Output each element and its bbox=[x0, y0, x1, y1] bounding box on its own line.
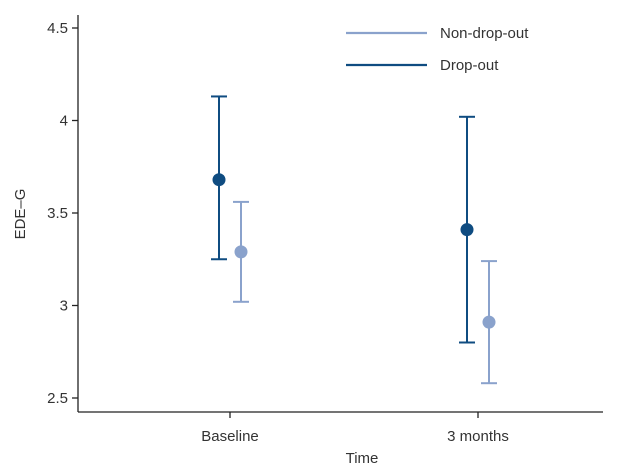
y-tick-label: 2.5 bbox=[47, 390, 68, 407]
series bbox=[211, 95, 497, 385]
y-tick-label: 4 bbox=[60, 113, 68, 130]
series-non-drop-out bbox=[233, 200, 497, 385]
legend-label: Drop-out bbox=[440, 57, 499, 74]
axes bbox=[77, 15, 603, 413]
x-tick-label: 3 months bbox=[447, 428, 509, 445]
ticks: 2.5 3 3.5 4 4.5 Baseline 3 months bbox=[47, 20, 509, 445]
x-axis-label: Time bbox=[346, 450, 379, 465]
x-tick-label: Baseline bbox=[201, 428, 259, 445]
series-drop-out bbox=[211, 95, 475, 344]
legend: Non-drop-out Drop-out bbox=[346, 25, 529, 74]
y-tick-label: 3.5 bbox=[47, 205, 68, 222]
legend-label: Non-drop-out bbox=[440, 25, 529, 42]
y-tick-label: 3 bbox=[60, 298, 68, 315]
data-point bbox=[234, 245, 248, 259]
data-point bbox=[212, 173, 226, 187]
data-point bbox=[460, 223, 474, 237]
data-point bbox=[482, 315, 496, 329]
y-axis-label: EDE–G bbox=[12, 189, 29, 240]
y-tick-label: 4.5 bbox=[47, 20, 68, 37]
